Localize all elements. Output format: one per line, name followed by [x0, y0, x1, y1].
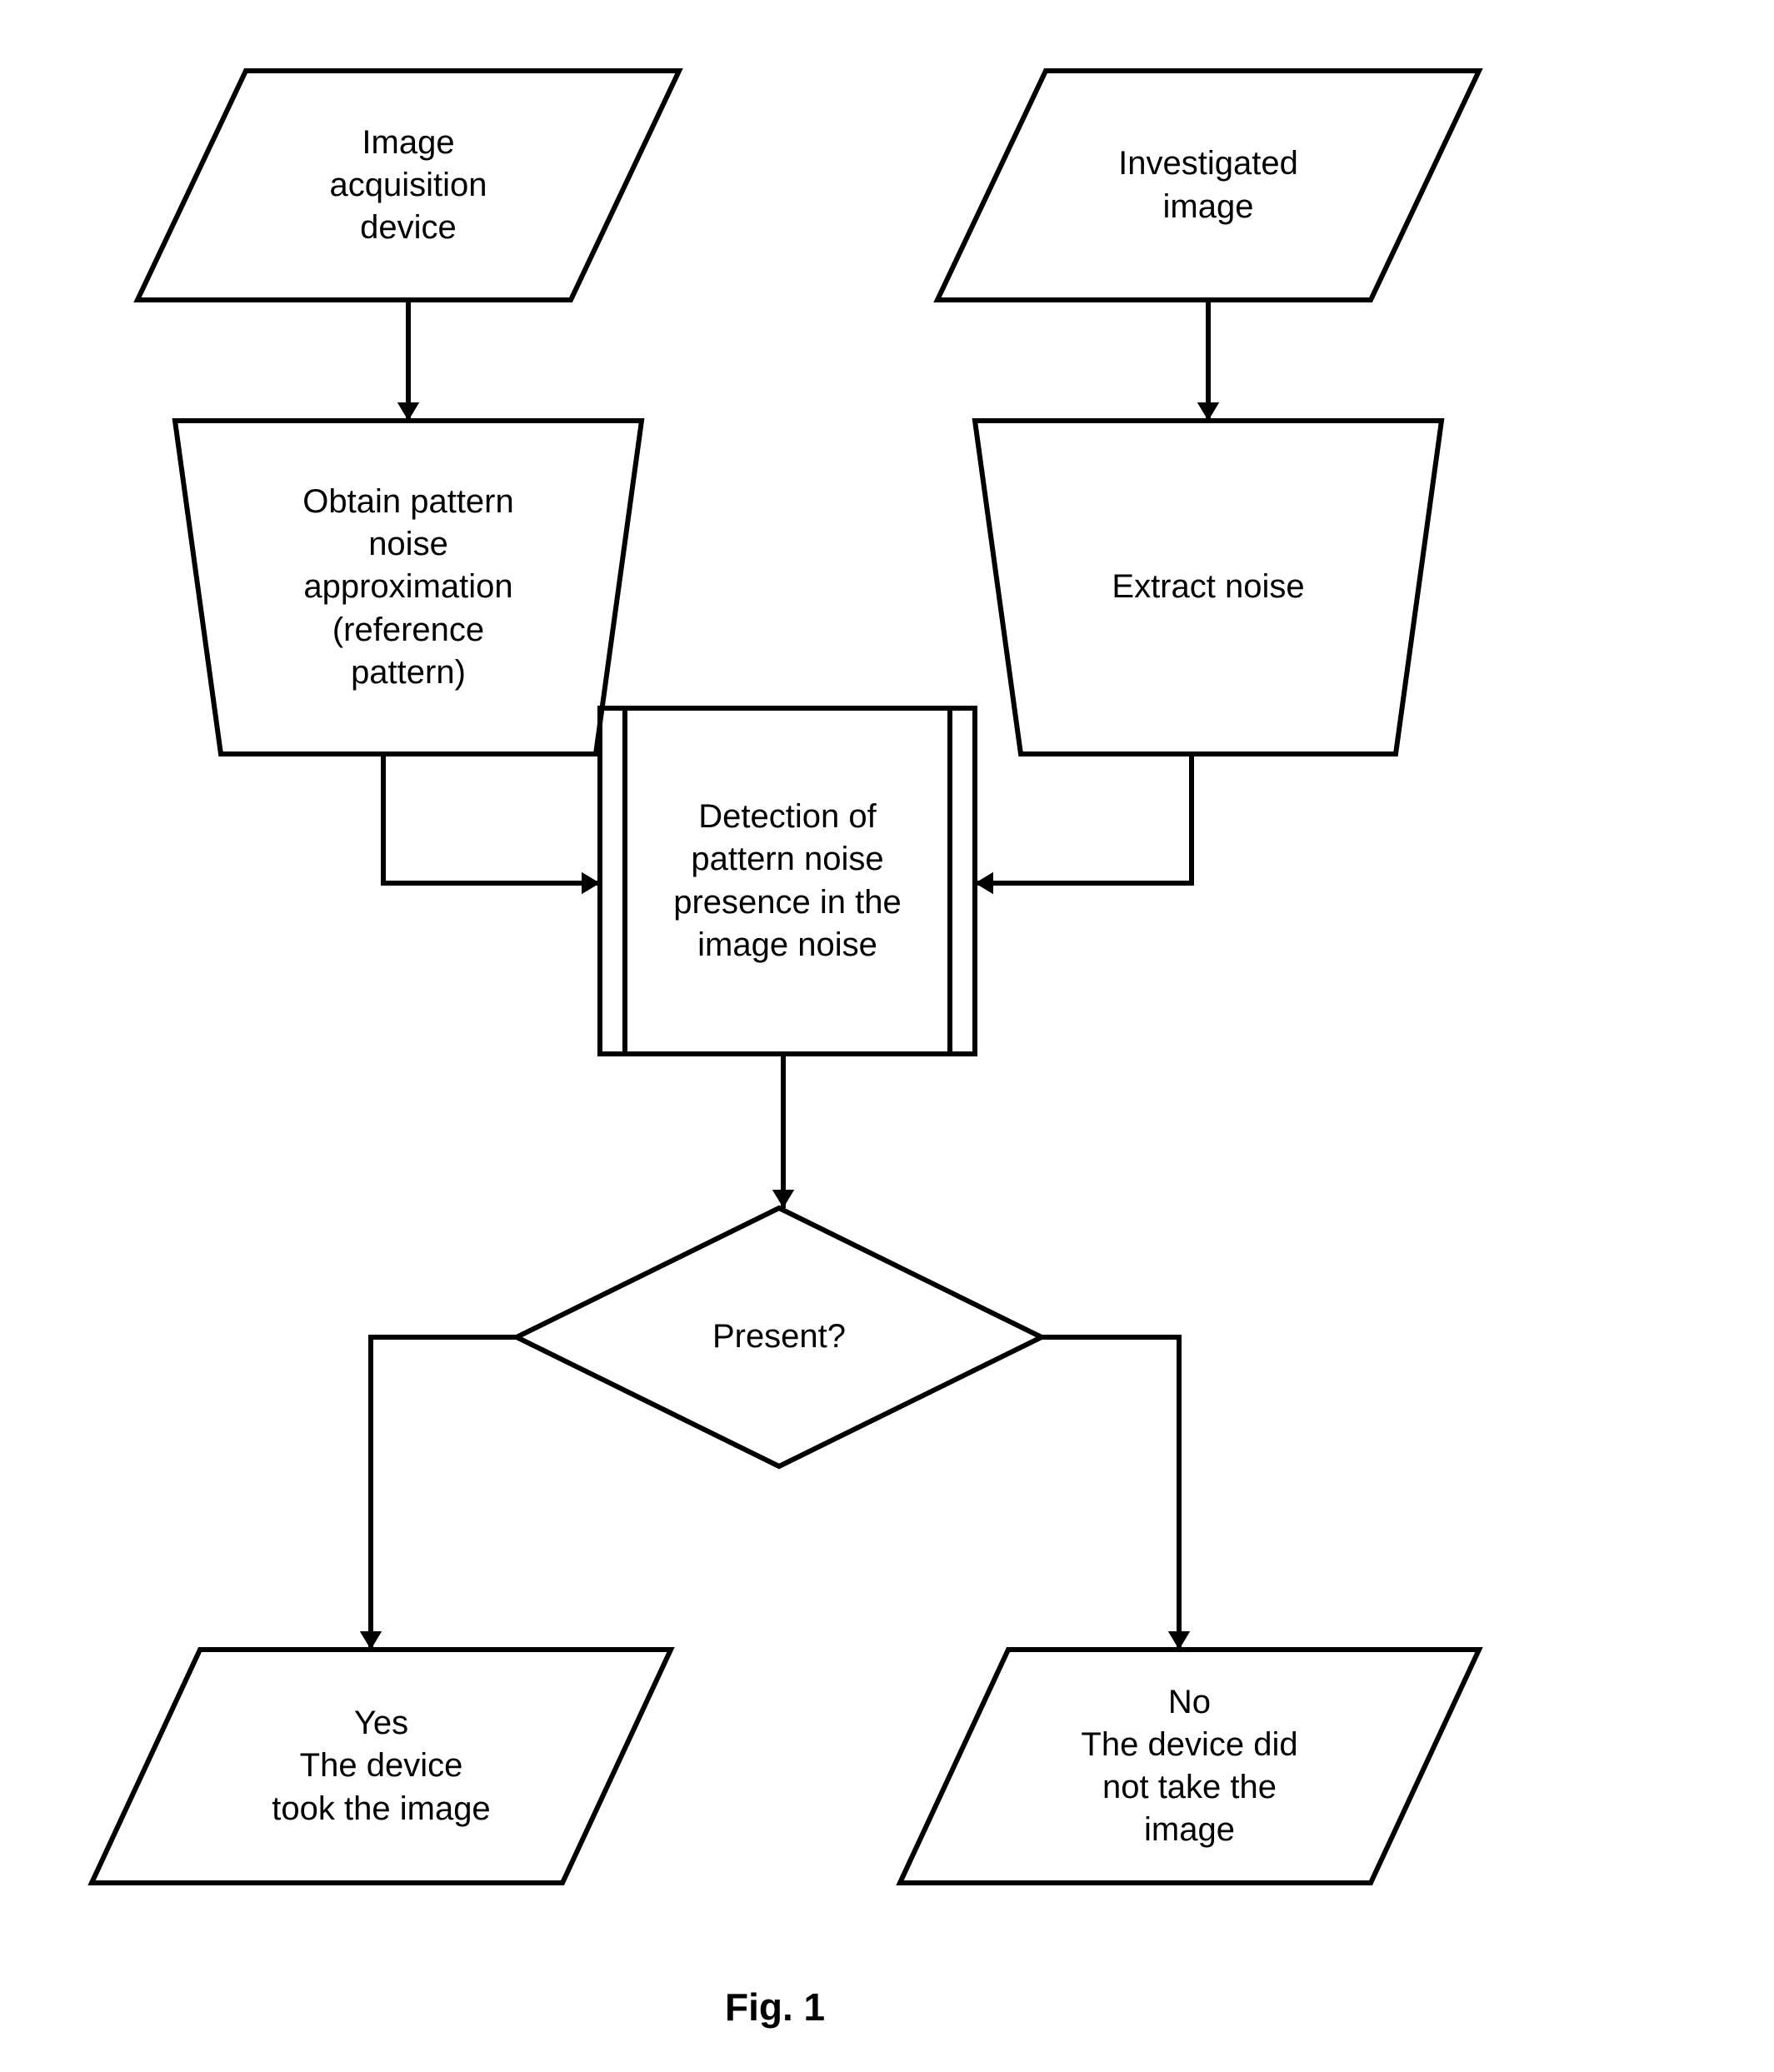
- node-input_device-label: Image acquisition device: [192, 71, 625, 300]
- node-extract_noise-label: Extract noise: [975, 421, 1442, 754]
- node-out_yes-label: Yes The device took the image: [146, 1650, 617, 1883]
- node-out_no-label: No The device did not take the image: [954, 1650, 1425, 1883]
- node-obtain_pattern-label: Obtain pattern noise approximation (refe…: [175, 421, 642, 754]
- node-detection-label: Detection of pattern noise presence in t…: [600, 708, 975, 1054]
- node-decision-label: Present?: [517, 1208, 1042, 1466]
- node-input_image-label: Investigated image: [992, 71, 1425, 300]
- flowchart-canvas: Image acquisition device Investigated ima…: [0, 0, 1774, 2068]
- figure-caption: Fig. 1: [725, 1983, 825, 2032]
